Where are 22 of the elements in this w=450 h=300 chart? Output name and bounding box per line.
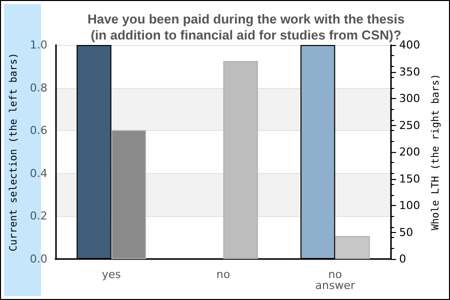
y2-tick-label: 100 [399, 199, 420, 212]
y-axis-title: Current selection (the left bars) [8, 52, 20, 252]
y-tick-label: 0.6 [30, 124, 48, 138]
y2-tick-label: 250 [399, 118, 420, 132]
y2-tick-label: 400 [399, 38, 420, 52]
y-tick-label: 0.8 [30, 81, 48, 94]
y2-axis-title: Whole LTH (the right bars) [430, 74, 442, 230]
y2-tick-label: 300 [399, 92, 420, 105]
x-tick-label: yes [102, 268, 122, 281]
y2-tick-label: 200 [399, 146, 420, 158]
y2-tick-label: 0 [399, 252, 406, 266]
y-tick-label: 0.2 [30, 210, 48, 223]
y-tick-label: 0.4 [30, 166, 48, 180]
y-tick-label: 0.0 [30, 252, 48, 266]
y-tick-label: 1.0 [30, 38, 48, 52]
y2-tick-label: 150 [399, 172, 420, 186]
x-tick-label: no answer [315, 268, 356, 292]
x-tick-label: no [216, 268, 230, 281]
bar [335, 236, 370, 259]
y2-tick-label: 350 [399, 65, 420, 78]
y2-tick-label: 50 [399, 226, 414, 239]
bar [223, 61, 258, 259]
